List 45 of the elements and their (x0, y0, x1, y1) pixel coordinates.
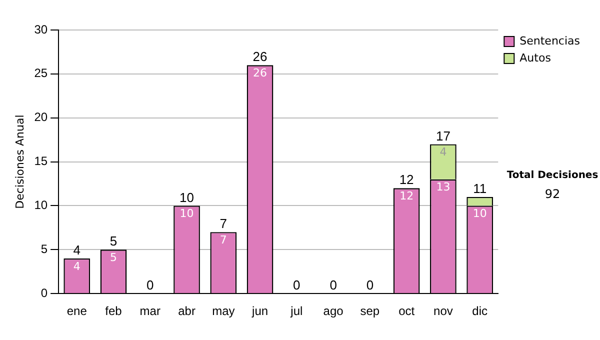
total-label: 7 (220, 216, 228, 232)
text: Total Decisiones (506, 170, 600, 181)
total-label: 0 (330, 278, 337, 293)
total-label: 0 (146, 278, 154, 293)
data-label: 4 (73, 260, 80, 273)
data-label: 13 (436, 180, 450, 194)
y-tick-label: 25 (34, 66, 48, 80)
x-tick-label: oct (398, 304, 416, 318)
total-label: 0 (366, 278, 374, 293)
y-axis-title: Decisiones Anual (13, 114, 26, 209)
y-tick-label: 0 (40, 286, 48, 300)
y-tick-label: 5 (40, 242, 48, 256)
x-tick-label: may (212, 304, 235, 318)
y-tick-label: 10 (34, 198, 48, 212)
data-label: 26 (253, 66, 268, 80)
y-tick-label: 30 (34, 22, 48, 36)
y-tick-label: 15 (34, 154, 48, 168)
total-label: 5 (110, 234, 118, 249)
x-tick-label: sep (360, 304, 380, 318)
x-tick-label: ene (66, 304, 88, 318)
x-tick-label: jun (251, 304, 268, 318)
legend-label: Sentencias (520, 34, 580, 48)
data-label: 12 (400, 190, 414, 203)
x-tick-label: ago (323, 304, 344, 318)
data-label: 7 (220, 233, 227, 246)
total-label: 17 (436, 128, 450, 144)
legend-label: Autos (520, 51, 552, 64)
data-label: 10 (472, 207, 487, 220)
x-tick-label: nov (434, 304, 453, 318)
x-tick-label: mar (140, 304, 160, 318)
data-label: 10 (180, 207, 194, 220)
total-label: 12 (399, 172, 414, 188)
total-label: 10 (180, 190, 194, 205)
total-label: 11 (473, 181, 487, 196)
total-label: 0 (293, 278, 300, 293)
y-tick-label: 20 (34, 110, 48, 124)
x-tick-label: feb (105, 304, 122, 318)
x-tick-label: jul (290, 304, 303, 318)
x-tick-label: abr (178, 304, 196, 318)
data-label: 5 (110, 251, 117, 264)
text: 92 (544, 187, 562, 201)
data-label: 4 (440, 146, 447, 159)
x-tick-label: dic (472, 304, 488, 318)
total-label: 26 (252, 49, 268, 64)
total-label: 4 (73, 242, 80, 258)
